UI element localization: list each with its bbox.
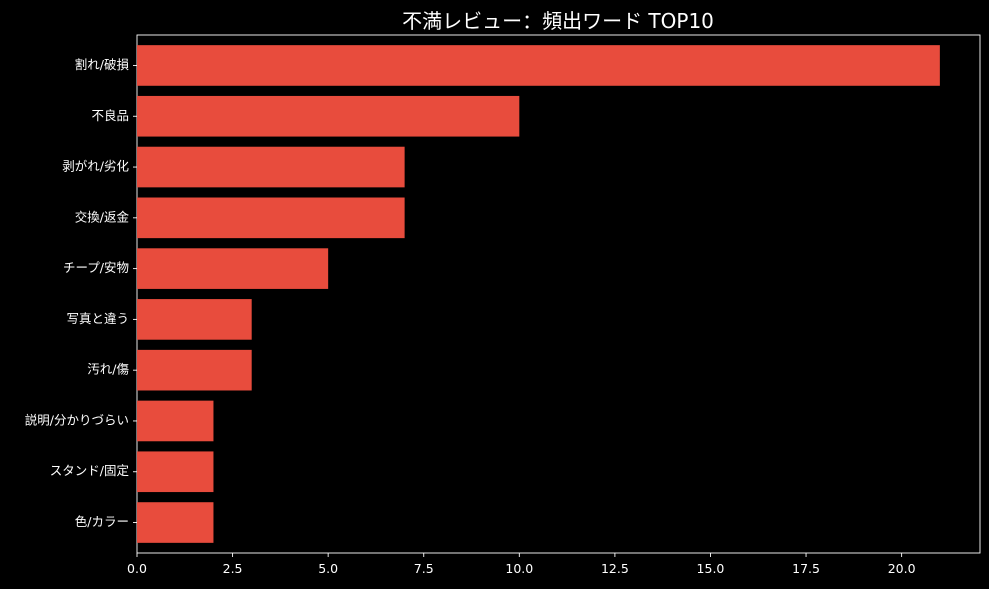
category-label: 色/カラー (75, 514, 129, 529)
bar-5 (137, 248, 329, 289)
x-tick-label: 2.5 (223, 561, 243, 576)
x-tick-label: 15.0 (697, 561, 725, 576)
category-label: 不良品 (91, 108, 129, 123)
bars-group (137, 45, 940, 543)
x-tick-label: 7.5 (414, 561, 434, 576)
x-tick-label: 5.0 (318, 561, 338, 576)
category-label: 剥がれ/劣化 (62, 159, 129, 174)
category-label: 写真と違う (66, 311, 129, 326)
bar-8 (137, 400, 214, 442)
bar-3 (137, 146, 405, 188)
x-axis-ticks: 0.0 2.5 5.0 7.5 10.0 12.5 15.0 17.5 20.0 (127, 553, 916, 576)
category-label: チープ/安物 (63, 260, 129, 275)
category-label: 汚れ/傷 (87, 362, 129, 377)
x-tick-label: 0.0 (127, 561, 147, 576)
bar-6 (137, 299, 252, 340)
category-labels: 割れ/破損不良品剥がれ/劣化交換/返金チープ/安物写真と違う汚れ/傷説明/分かり… (25, 57, 137, 529)
bar-7 (137, 349, 252, 391)
plot-area-frame (136, 34, 981, 554)
category-label: スタンド/固定 (50, 463, 129, 478)
bar-9 (137, 451, 214, 493)
x-tick-label: 12.5 (601, 561, 629, 576)
bar-2 (137, 95, 520, 137)
bar-4 (137, 197, 405, 239)
x-tick-label: 20.0 (888, 561, 916, 576)
bar-10 (137, 502, 214, 543)
chart-title: 不満レビュー：頻出ワード TOP10 (402, 9, 714, 33)
bar-1 (137, 45, 940, 86)
category-label: 説明/分かりづらい (25, 412, 129, 427)
x-tick-label: 10.0 (505, 561, 533, 576)
x-tick-label: 17.5 (792, 561, 820, 576)
category-label: 交換/返金 (75, 209, 130, 224)
category-label: 割れ/破損 (75, 57, 130, 72)
